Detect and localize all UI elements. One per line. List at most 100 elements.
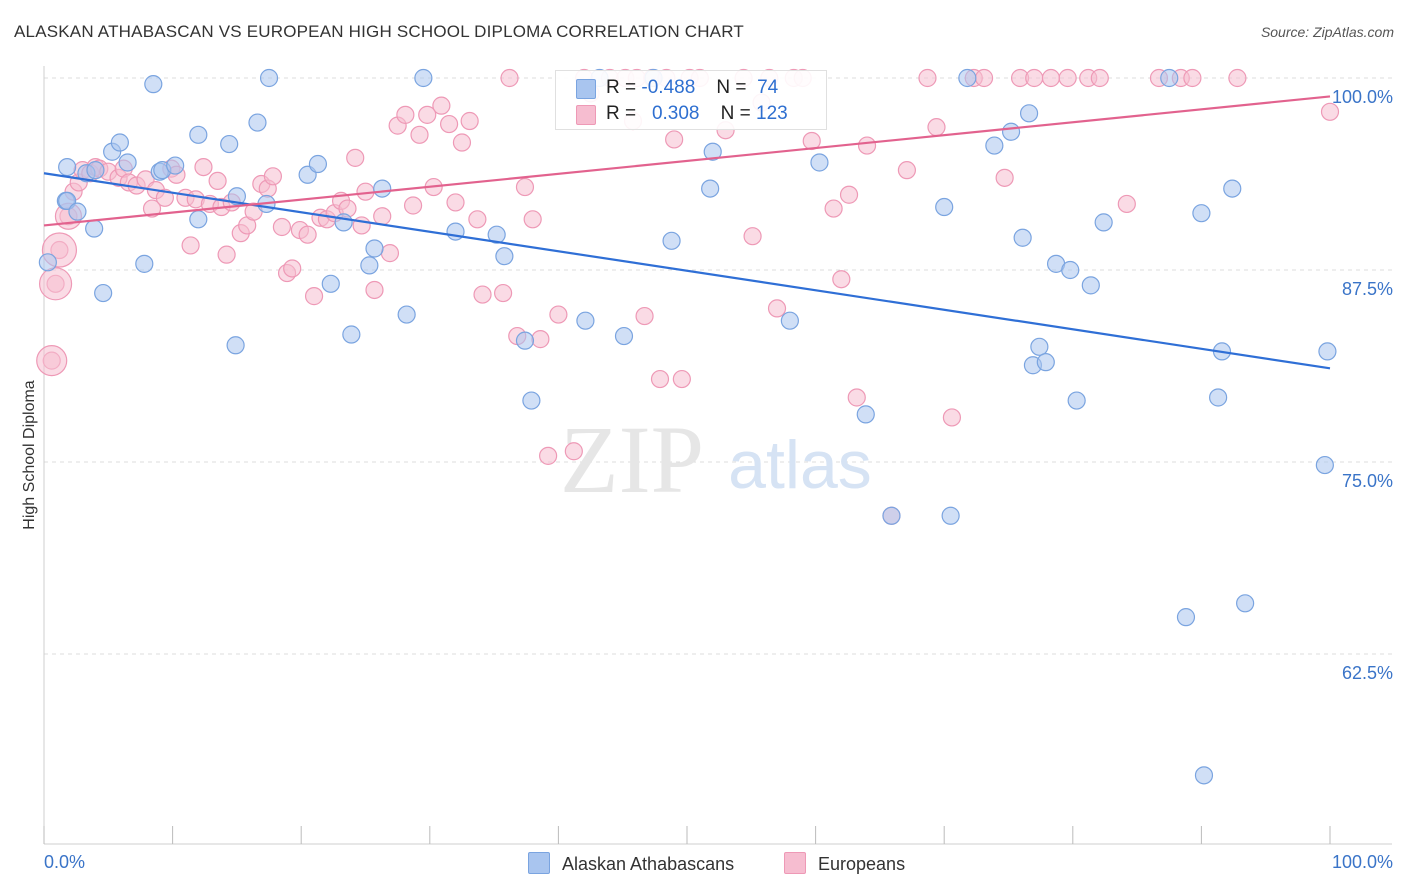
europeans-point — [298, 225, 317, 244]
alaskan-athabascans-point — [321, 274, 340, 293]
alaskan-athabascans-point — [189, 125, 208, 144]
alaskan-athabascans-point — [1223, 179, 1242, 198]
alaskan-athabascans-point — [1318, 342, 1337, 361]
europeans-point — [857, 136, 877, 155]
alaskan-athabascans-point — [1192, 204, 1211, 223]
europeans-point — [672, 369, 691, 389]
europeans-point — [194, 157, 213, 177]
alaskan-athabascans-point — [227, 187, 246, 206]
alaskan-athabascans-point — [495, 247, 514, 266]
europeans-point — [494, 283, 513, 303]
europeans-point — [38, 267, 73, 301]
axes — [43, 66, 1392, 845]
europeans-point — [181, 236, 200, 255]
legend-swatch-pink — [576, 105, 596, 125]
europeans-point — [446, 193, 465, 212]
alaskan-athabascans-point — [701, 179, 720, 198]
alaskan-athabascans-point — [334, 213, 353, 232]
alaskan-athabascans-point — [935, 197, 954, 217]
alaskan-athabascans-point — [1019, 104, 1039, 123]
europeans-point — [847, 388, 866, 407]
alaskan-athabascans-point — [1001, 122, 1021, 141]
europeans-point — [665, 130, 684, 149]
y-tick-label: 100.0% — [1332, 87, 1393, 107]
europeans-point — [549, 305, 568, 324]
chart-title: ALASKAN ATHABASCAN VS EUROPEAN HIGH SCHO… — [14, 22, 744, 41]
alaskan-athabascans-point — [1036, 353, 1055, 372]
alaskan-athabascans-point — [810, 153, 829, 172]
alaskan-athabascans-point — [118, 153, 137, 172]
europeans-point — [217, 245, 236, 264]
trend-lines — [43, 95, 1331, 370]
europeans-point — [1058, 68, 1077, 88]
alaskan-athabascans-point — [166, 156, 185, 175]
europeans-point — [1041, 68, 1061, 88]
source-note: Source: ZipAtlas.com — [1260, 24, 1394, 40]
alaskan-athabascans-point — [373, 179, 392, 198]
alaskan-athabascans-point — [780, 311, 799, 330]
europeans-point — [142, 199, 162, 218]
trend-line-europeans — [43, 95, 1331, 227]
alaskan-athabascans-point — [1067, 391, 1086, 410]
alaskan-athabascans-point — [220, 134, 239, 154]
europeans-point — [1025, 68, 1044, 88]
legend-n-value: 123 — [756, 103, 788, 124]
alaskan-athabascans-point — [68, 202, 87, 221]
europeans-point — [832, 270, 851, 289]
europeans-point — [635, 306, 654, 326]
alaskan-athabascans-point — [1030, 337, 1049, 356]
legend-n-value: 74 — [757, 77, 779, 98]
alaskan-athabascans-point — [1194, 766, 1214, 785]
grid-lines — [44, 77, 1392, 655]
stats-legend: R = -0.488 N = 74 R = 0.308 N = 123 — [555, 70, 827, 130]
alaskan-athabascans-point — [397, 305, 416, 324]
alaskan-athabascans-point — [365, 239, 384, 258]
legend-swatch-pink — [784, 852, 806, 874]
europeans-point — [539, 446, 558, 465]
alaskan-athabascans-point — [1236, 594, 1255, 613]
europeans-point — [1228, 68, 1247, 88]
y-tick-label: 87.5% — [1342, 279, 1393, 299]
europeans-point — [918, 68, 937, 88]
alaskan-athabascans-point — [515, 331, 535, 350]
europeans-point — [995, 168, 1014, 187]
europeans-point — [208, 171, 227, 191]
legend-label-europeans: Europeans — [818, 854, 906, 874]
europeans-point — [373, 207, 392, 226]
europeans-point — [974, 68, 994, 88]
legend-label-alaskan: Alaskan Athabascans — [562, 854, 735, 874]
alaskan-athabascans-point — [38, 253, 57, 272]
europeans-point — [396, 105, 415, 124]
europeans-point — [927, 118, 946, 137]
alaskan-athabascans-point — [110, 133, 129, 152]
europeans-point — [365, 280, 384, 300]
watermark-zip: ZIP — [560, 406, 704, 513]
alaskan-athabascans-point — [985, 136, 1004, 155]
y-tick-label: 62.5% — [1342, 663, 1393, 683]
europeans-point — [897, 161, 917, 180]
europeans-point — [283, 259, 302, 278]
alaskan-athabascans-point — [144, 75, 163, 94]
legend-item-europeans: Europeans — [784, 852, 905, 875]
alaskan-athabascans-point — [487, 225, 506, 244]
alaskan-athabascans-point — [1094, 213, 1113, 232]
legend-r-label: R = — [606, 103, 637, 124]
alaskan-athabascans-point — [1013, 228, 1032, 247]
alaskan-athabascans-point — [189, 210, 208, 229]
europeans-point — [380, 244, 400, 263]
alaskan-athabascans-point — [941, 506, 960, 525]
europeans-point — [468, 210, 487, 229]
y-tick-labels: 100.0% 87.5% 75.0% 62.5% — [1332, 87, 1393, 683]
europeans-point — [743, 227, 762, 246]
trend-line-alaskan — [43, 172, 1331, 370]
alaskan-athabascans-point — [1061, 260, 1080, 280]
europeans-point — [824, 199, 843, 218]
alaskan-athabascans-point — [342, 325, 361, 344]
alaskan-athabascans-point — [259, 68, 279, 88]
europeans-point — [460, 111, 479, 131]
legend-n-label: N = — [716, 77, 747, 98]
alaskan-athabascans-point — [135, 254, 154, 273]
alaskan-athabascans-point — [58, 157, 77, 177]
alaskan-athabascans-point — [1081, 276, 1100, 295]
